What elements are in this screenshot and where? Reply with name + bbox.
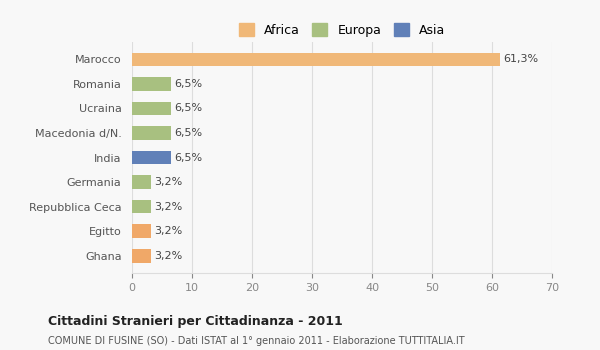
Text: 6,5%: 6,5% — [174, 103, 202, 113]
Bar — [132, 249, 151, 262]
Text: 3,2%: 3,2% — [154, 202, 182, 212]
Bar — [132, 175, 151, 189]
Legend: Africa, Europa, Asia: Africa, Europa, Asia — [234, 18, 450, 42]
Text: 61,3%: 61,3% — [503, 54, 538, 64]
Bar — [132, 151, 171, 164]
Bar — [132, 224, 151, 238]
Text: 3,2%: 3,2% — [154, 251, 182, 261]
Text: 6,5%: 6,5% — [174, 79, 202, 89]
Text: 6,5%: 6,5% — [174, 128, 202, 138]
Bar — [132, 200, 151, 214]
Text: Cittadini Stranieri per Cittadinanza - 2011: Cittadini Stranieri per Cittadinanza - 2… — [48, 315, 343, 328]
Text: 3,2%: 3,2% — [154, 177, 182, 187]
Text: COMUNE DI FUSINE (SO) - Dati ISTAT al 1° gennaio 2011 - Elaborazione TUTTITALIA.: COMUNE DI FUSINE (SO) - Dati ISTAT al 1°… — [48, 336, 464, 346]
Text: 3,2%: 3,2% — [154, 226, 182, 236]
Bar — [132, 126, 171, 140]
Bar — [132, 102, 171, 115]
Bar — [132, 52, 500, 66]
Bar — [132, 77, 171, 91]
Text: 6,5%: 6,5% — [174, 153, 202, 162]
